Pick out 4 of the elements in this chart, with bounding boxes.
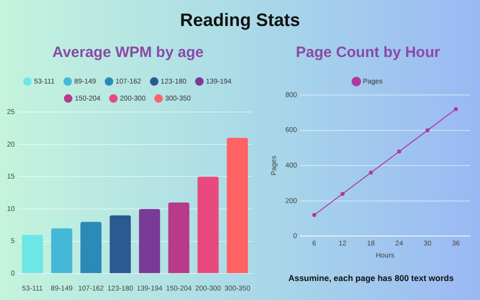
chart-title: Average WPM by age (52, 44, 204, 62)
text: Reading Stats (178, 10, 302, 31)
text: Assumine, each page has 800 text words (287, 273, 455, 283)
chart-title: Page Count by Hour (296, 44, 440, 62)
